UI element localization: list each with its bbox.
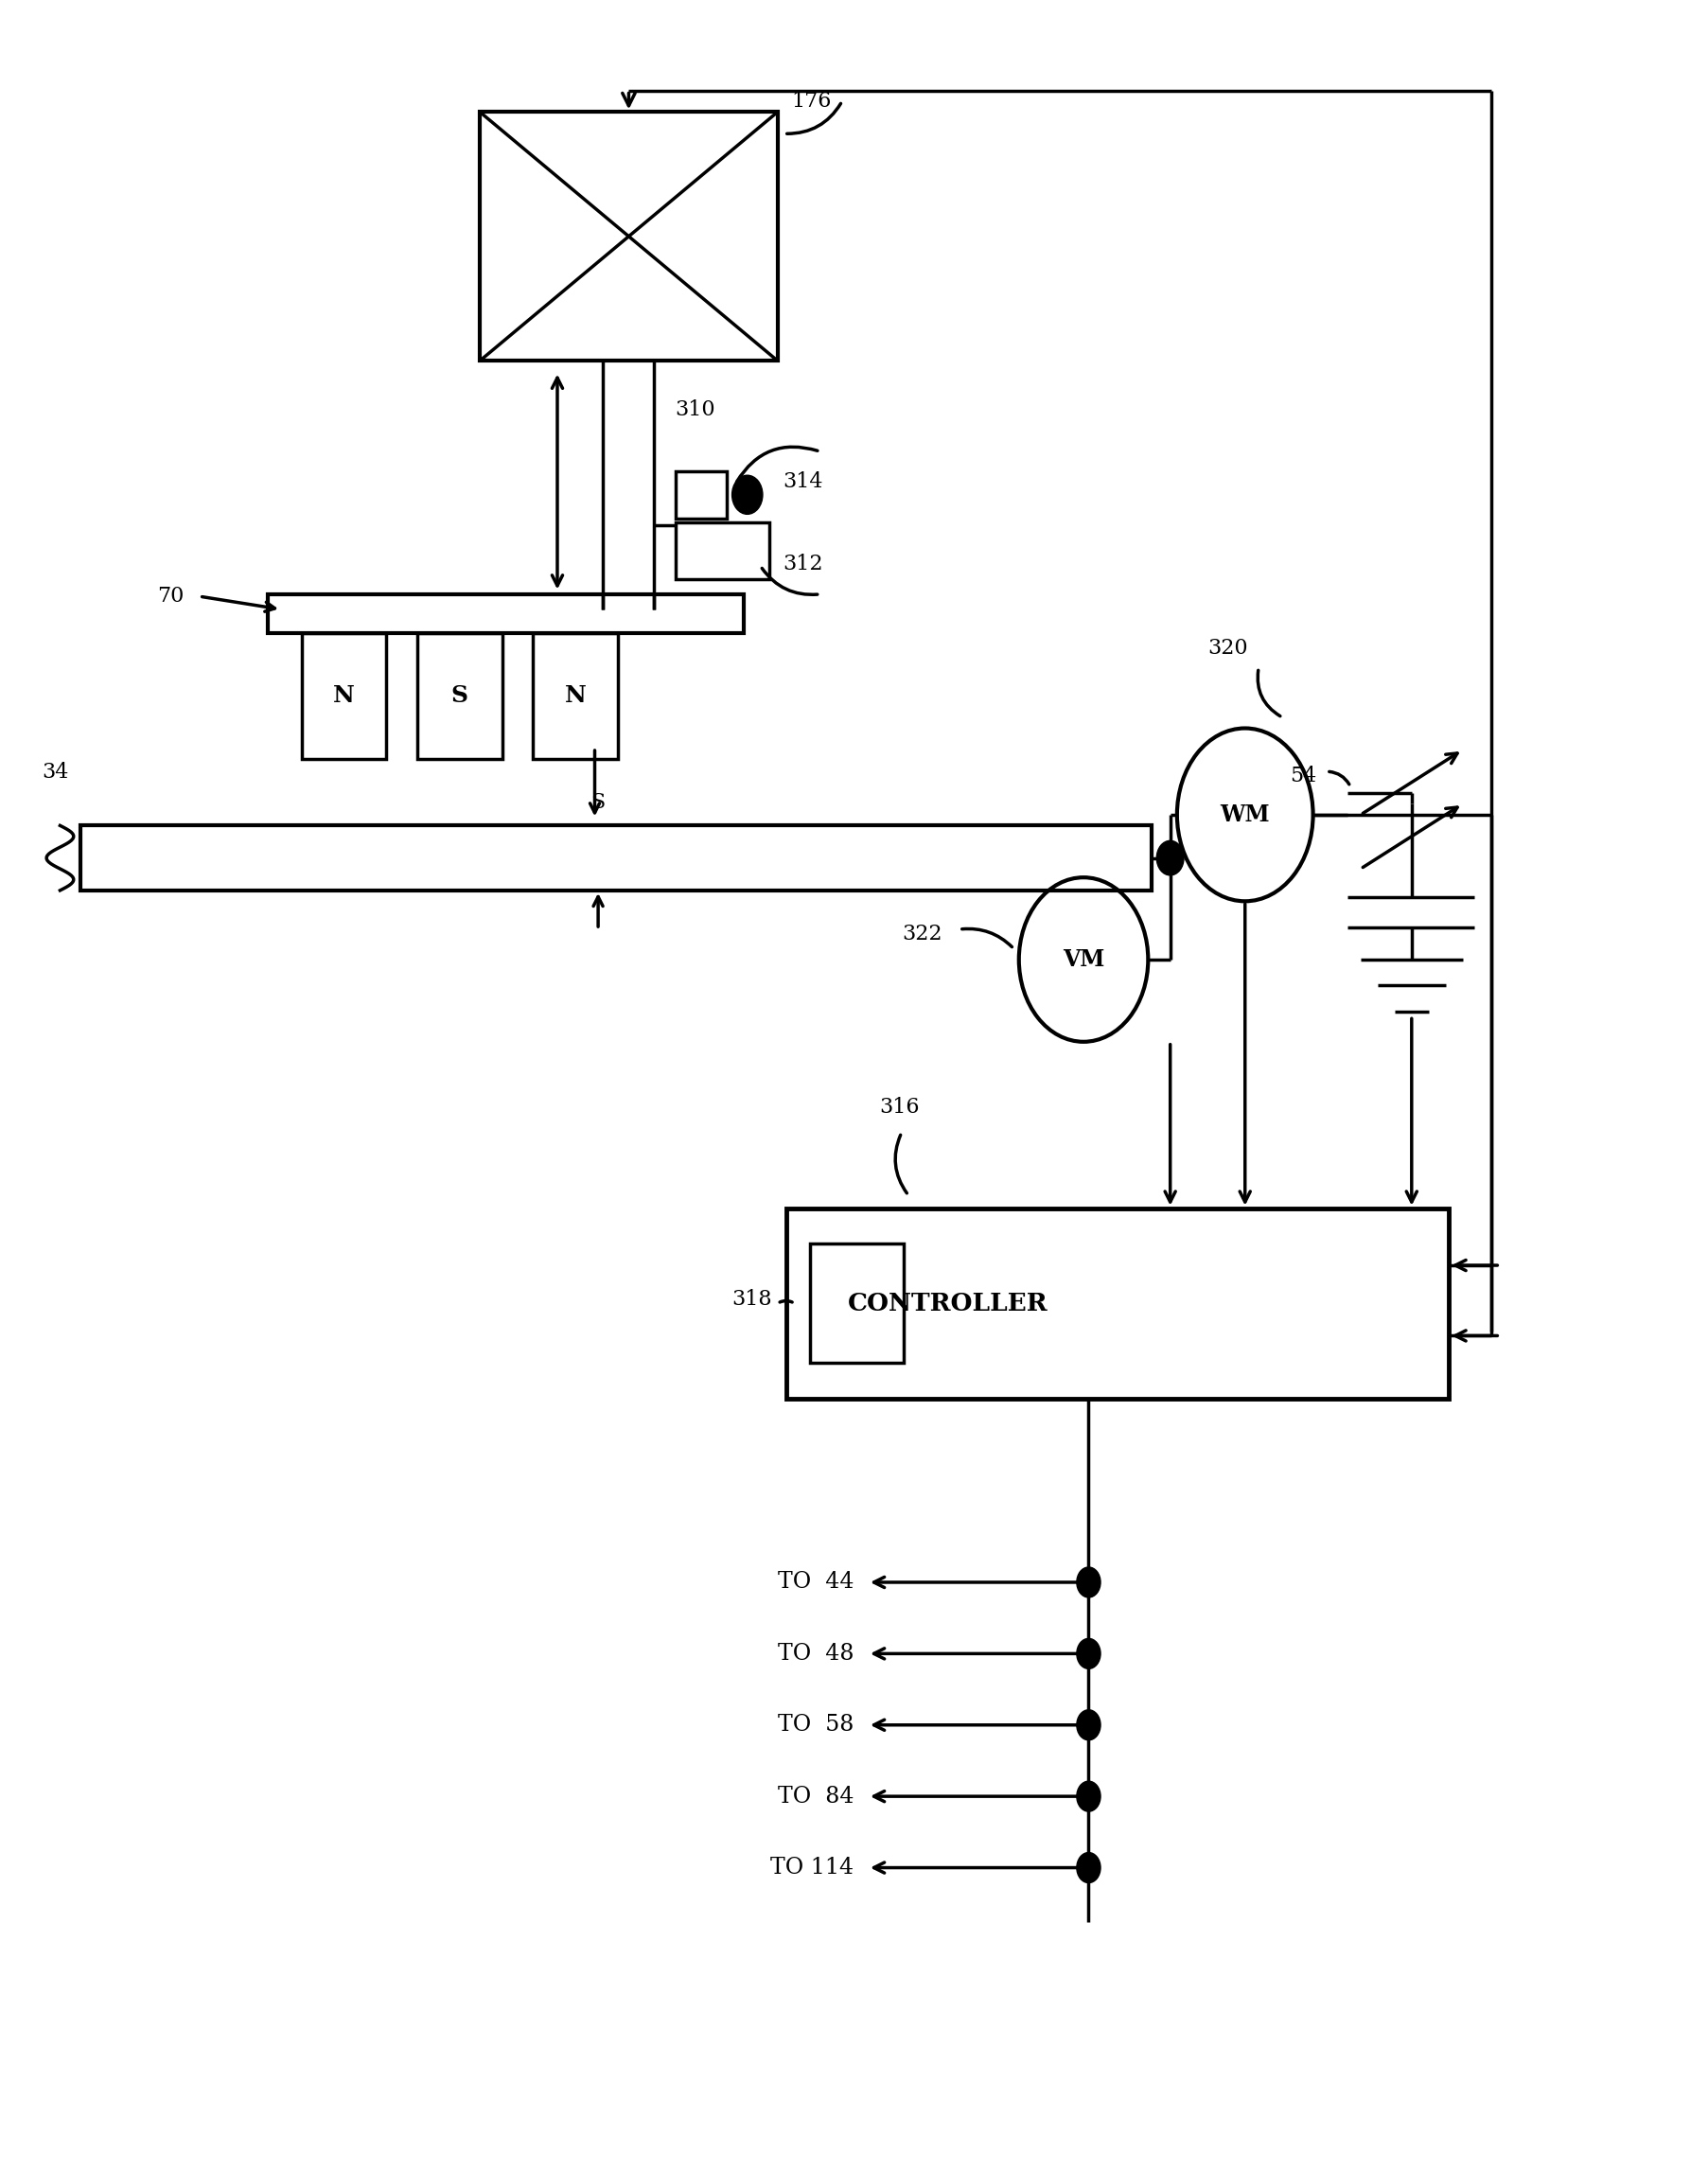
Text: TO  44: TO 44 [777, 1571, 854, 1593]
Bar [80, 825, 1151, 890]
Text: TO  48: TO 48 [777, 1643, 854, 1664]
Text: S: S [591, 792, 605, 812]
Circle shape [1076, 1853, 1100, 1884]
Circle shape [1156, 840, 1184, 875]
Circle shape [733, 475, 762, 514]
Bar [417, 634, 502, 759]
Text: 322: 322 [902, 922, 943, 944]
Text: 310: 310 [675, 399, 716, 421]
Bar [268, 595, 743, 634]
Text: CONTROLLER: CONTROLLER [847, 1291, 1047, 1315]
Circle shape [1076, 1567, 1100, 1597]
Bar [675, 523, 769, 579]
Text: 312: 312 [782, 553, 823, 575]
Text: 314: 314 [782, 471, 823, 493]
Text: TO  84: TO 84 [777, 1786, 854, 1808]
Bar [480, 113, 777, 360]
Text: N: N [333, 684, 355, 707]
Text: 54: 54 [1290, 766, 1317, 786]
Text: 320: 320 [1208, 638, 1249, 660]
Text: 70: 70 [157, 586, 184, 608]
Text: WM: WM [1220, 803, 1271, 827]
Bar [675, 471, 728, 519]
Text: N: N [564, 684, 586, 707]
Circle shape [1076, 1710, 1100, 1740]
Text: 176: 176 [791, 91, 832, 111]
Text: 318: 318 [733, 1289, 772, 1309]
Text: TO  58: TO 58 [777, 1714, 854, 1736]
Bar [786, 1209, 1448, 1397]
Circle shape [1076, 1638, 1100, 1669]
Text: S: S [451, 684, 468, 707]
Bar [302, 634, 386, 759]
Text: 316: 316 [880, 1096, 919, 1118]
Bar [533, 634, 618, 759]
Text: 34: 34 [41, 762, 68, 783]
Bar [810, 1243, 904, 1363]
Circle shape [1076, 1782, 1100, 1812]
Text: VM: VM [1062, 948, 1105, 970]
Text: TO 114: TO 114 [770, 1858, 854, 1879]
